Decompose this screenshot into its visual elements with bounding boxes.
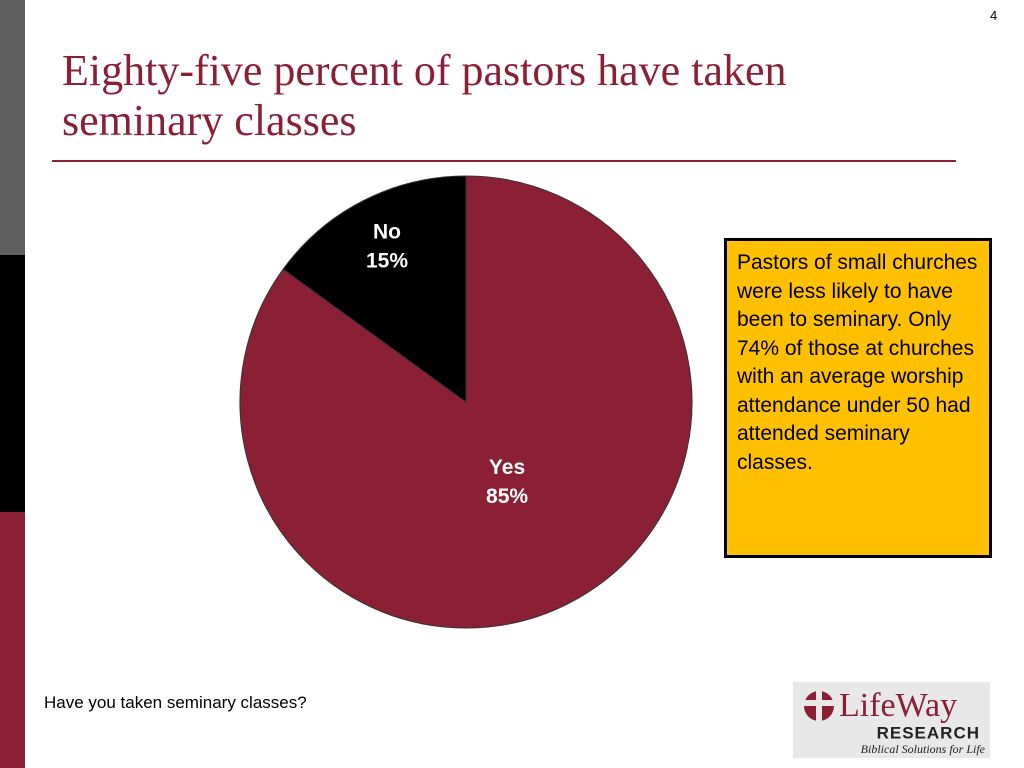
logo-tagline: Biblical Solutions for Life bbox=[861, 742, 986, 756]
callout: Pastors of small churches were less like… bbox=[724, 238, 992, 558]
logo-graphic: LifeWay RESEARCH Biblical Solutions for … bbox=[803, 687, 986, 756]
slice-value-label: 15% bbox=[366, 249, 408, 272]
slice-category: No bbox=[373, 220, 401, 243]
title-rule bbox=[52, 160, 956, 162]
logo-cross bbox=[803, 700, 835, 706]
pie-slice bbox=[282, 175, 467, 403]
slice-value-label: 85% bbox=[486, 485, 528, 508]
sidebar-maroon bbox=[0, 512, 25, 768]
question: Have you taken seminary classes? bbox=[44, 693, 307, 712]
chart-title: Eighty-five percent of pastors have take… bbox=[62, 46, 787, 145]
sidebar-black bbox=[0, 255, 25, 512]
sidebar-gray bbox=[0, 0, 25, 255]
slice-category: Yes bbox=[489, 456, 525, 479]
logo-name: LifeWay bbox=[839, 687, 957, 724]
logo: LifeWay RESEARCH Biblical Solutions for … bbox=[793, 682, 990, 758]
page-number: 4 bbox=[990, 8, 998, 23]
logo-sub: RESEARCH bbox=[877, 723, 980, 742]
